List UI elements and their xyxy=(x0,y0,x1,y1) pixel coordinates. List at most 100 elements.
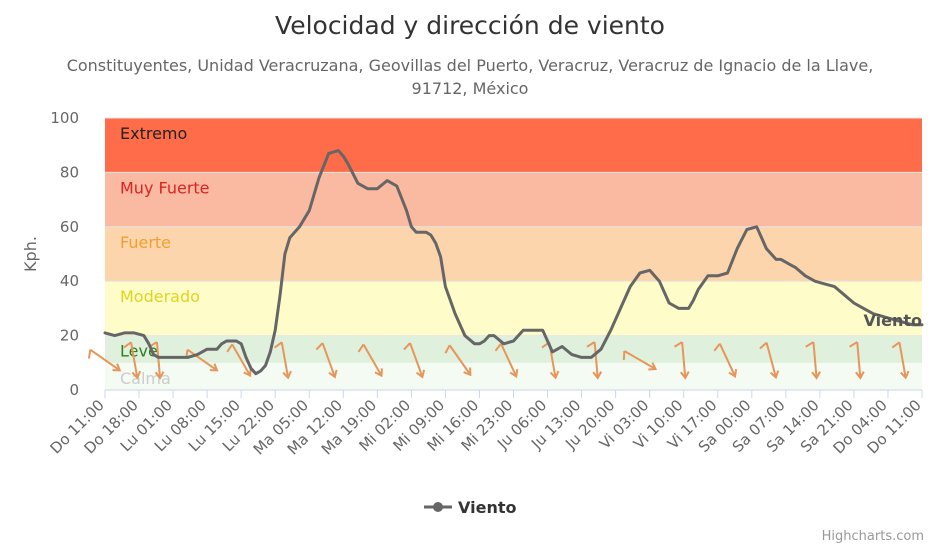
wind-arrow-shaft-13 xyxy=(623,350,657,370)
wind-arrow-head-8 xyxy=(415,369,426,379)
band-4 xyxy=(105,172,922,227)
y-axis-ticks: 0 20 40 60 80 100 xyxy=(50,109,79,399)
wind-arrow-barb-6 xyxy=(315,342,324,351)
wind-arrow-7 xyxy=(357,343,383,378)
y-axis-label: Kph. xyxy=(21,236,40,272)
wind-arrow-head-5 xyxy=(282,370,292,380)
y-tick-label-1: 20 xyxy=(60,327,79,345)
wind-arrow-head-4 xyxy=(243,368,252,378)
wind-arrow-head-16 xyxy=(769,370,780,380)
wind-arrow-shaft-6 xyxy=(321,342,336,378)
y-tick-label-3: 60 xyxy=(60,218,79,236)
wind-arrow-head-15 xyxy=(728,369,738,378)
wind-arrow-head-3 xyxy=(209,363,219,372)
series-group xyxy=(103,149,924,376)
wind-arrow-shaft-7 xyxy=(362,343,383,377)
series-end-label: Viento xyxy=(864,311,922,330)
wind-arrow-18 xyxy=(849,341,865,380)
wind-arrow-barb-13 xyxy=(622,350,626,360)
wind-arrow-barb-5 xyxy=(274,341,283,349)
wind-arrow-barb-10 xyxy=(494,343,502,352)
band-label-2: Moderado xyxy=(120,287,200,306)
wind-arrow-barb-17 xyxy=(805,341,814,348)
band-label-4: Muy Fuerte xyxy=(120,178,210,197)
wind-arrow-shaft-17 xyxy=(812,341,818,379)
wind-arrow-head-17 xyxy=(811,371,821,380)
wind-arrow-head-18 xyxy=(855,371,865,380)
chart-subtitle-line1: Constituyentes, Unidad Veracruzana, Geov… xyxy=(67,56,874,75)
wind-arrow-15 xyxy=(713,343,738,378)
wind-arrow-head-11 xyxy=(549,370,560,380)
wind-arrow-head-10 xyxy=(509,369,519,378)
wind-arrow-10 xyxy=(494,343,519,378)
chart-title: Velocidad y dirección de viento xyxy=(275,11,665,40)
wind-arrow-head-19 xyxy=(899,370,910,380)
wind-arrow-14 xyxy=(673,341,690,380)
y-tick-label-0: 0 xyxy=(69,381,79,399)
wind-arrow-shaft-4 xyxy=(231,343,252,377)
wind-arrow-shaft-10 xyxy=(500,343,518,377)
wind-arrow-barb-19 xyxy=(891,341,901,349)
wind-arrow-shaft-8 xyxy=(409,342,424,378)
wind-arrow-0 xyxy=(87,348,122,372)
wind-arrow-head-7 xyxy=(374,368,383,378)
wind-arrow-6 xyxy=(315,342,338,379)
wind-arrow-barb-7 xyxy=(357,343,365,353)
wind-arrow-barb-18 xyxy=(849,341,858,348)
series-line-0 xyxy=(103,149,924,376)
wind-arrow-shaft-15 xyxy=(718,343,736,377)
wind-arrow-5 xyxy=(274,341,292,380)
wind-arrow-barb-1 xyxy=(123,341,132,349)
wind-arrow-shaft-0 xyxy=(89,348,121,372)
wind-arrow-shaft-3 xyxy=(186,348,218,372)
wind-arrow-head-6 xyxy=(328,369,338,379)
wind-arrow-barb-16 xyxy=(759,341,768,350)
wind-arrow-shaft-18 xyxy=(856,341,862,379)
wind-arrow-barb-14 xyxy=(673,341,683,348)
wind-arrow-shaft-9 xyxy=(448,344,472,376)
band-5 xyxy=(105,118,922,173)
credits-link[interactable]: Highcharts.com xyxy=(822,529,924,544)
wind-arrow-barb-8 xyxy=(403,342,411,351)
wind-arrow-head-0 xyxy=(112,363,122,372)
y-tick-label-4: 80 xyxy=(60,163,79,181)
wind-arrow-shaft-14 xyxy=(681,341,687,379)
legend[interactable]: Viento xyxy=(424,498,516,517)
wind-arrow-barb-4 xyxy=(226,343,234,353)
band-label-3: Fuerte xyxy=(120,233,171,252)
band-0 xyxy=(105,362,922,390)
wind-arrow-head-1 xyxy=(131,370,142,380)
wind-arrow-barb-12 xyxy=(586,341,596,348)
wind-arrow-shaft-12 xyxy=(593,341,599,379)
wind-arrow-4 xyxy=(226,343,252,378)
wind-arrow-barb-9 xyxy=(444,344,451,354)
wind-arrow-17 xyxy=(805,341,821,380)
band-3 xyxy=(105,226,922,282)
chart-subtitle-line2: 91712, México xyxy=(412,79,529,98)
wind-arrow-16 xyxy=(759,341,780,380)
legend-label: Viento xyxy=(458,498,516,517)
wind-arrow-12 xyxy=(586,341,603,380)
band-2 xyxy=(105,281,922,336)
wind-arrow-shaft-5 xyxy=(280,342,290,378)
wind-arrow-shaft-2 xyxy=(155,341,162,379)
band-label-5: Extremo xyxy=(120,124,187,143)
wind-arrow-barb-15 xyxy=(713,343,721,352)
y-tick-label-5: 100 xyxy=(50,109,79,127)
wind-arrow-head-13 xyxy=(648,362,658,371)
wind-arrow-shaft-1 xyxy=(130,342,139,378)
wind-arrow-1 xyxy=(123,341,142,380)
wind-arrow-19 xyxy=(891,341,910,380)
wind-arrow-head-12 xyxy=(592,371,603,380)
wind-arrow-shaft-16 xyxy=(765,342,777,378)
legend-marker-symbol xyxy=(433,502,443,512)
wind-arrow-shaft-19 xyxy=(898,342,907,378)
y-tick-label-2: 40 xyxy=(60,272,79,290)
wind-arrow-head-9 xyxy=(463,367,472,377)
wind-arrow-13 xyxy=(622,350,658,371)
wind-arrow-9 xyxy=(444,344,472,377)
wind-arrow-8 xyxy=(403,342,426,379)
